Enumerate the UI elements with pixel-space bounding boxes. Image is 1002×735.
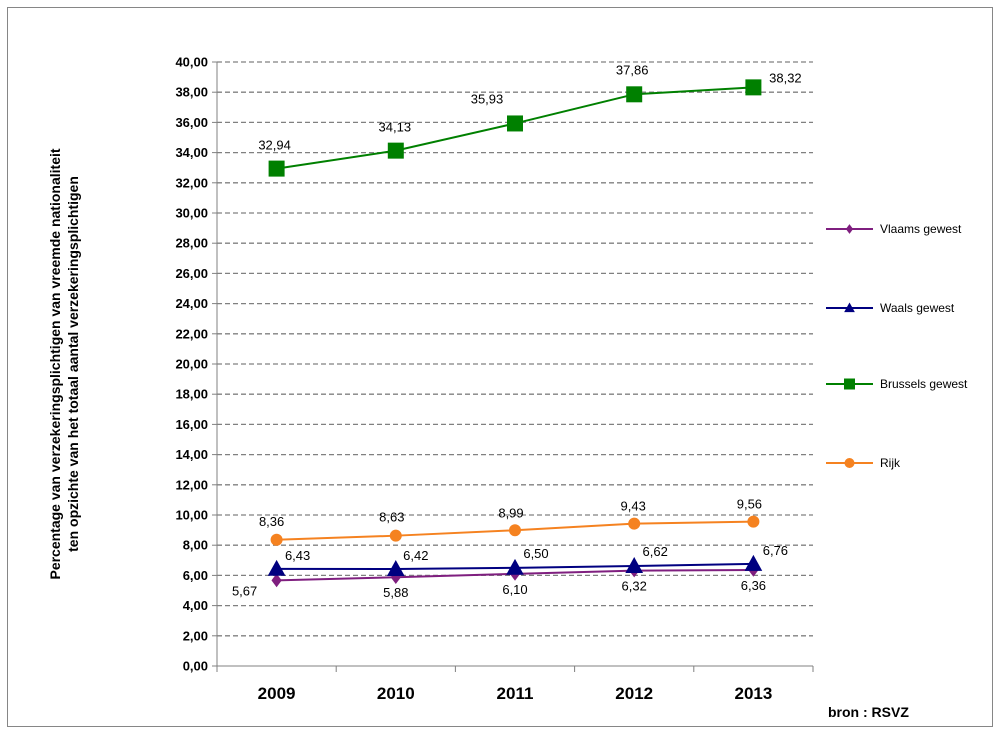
data-point-waals-gewest	[625, 557, 644, 573]
data-label-brussels-gewest: 32,94	[258, 138, 291, 153]
y-tick-label: 40,00	[175, 55, 208, 70]
line-chart: 0,00 2,00 4,00 6,00 8,00 10,00 12,00 14,00 16,00…	[47, 55, 968, 721]
legend-label: Vlaams gewest	[880, 222, 962, 236]
data-point-waals-gewest	[744, 554, 763, 571]
data-label-waals-gewest: 6,50	[523, 546, 548, 561]
data-point-vlaams-gewest	[271, 573, 282, 588]
data-point-brussels-gewest	[268, 160, 285, 177]
data-label-vlaams-gewest: 6,10	[502, 582, 527, 597]
y-tick-label: 14,00	[175, 447, 208, 462]
source-note: bron : RSVZ	[828, 704, 909, 720]
y-axis-label-line-1: Percentage van verzekeringsplichtigen va…	[47, 148, 63, 579]
x-tick-label: 2011	[497, 684, 534, 703]
y-tick-label: 12,00	[175, 477, 208, 492]
data-point-waals-gewest	[386, 560, 405, 576]
legend-item-vlaams-gewest: Vlaams gewest	[826, 222, 962, 236]
y-tick-label: 20,00	[175, 357, 208, 372]
y-tick-label: 30,00	[175, 206, 208, 221]
data-label-vlaams-gewest: 6,32	[622, 579, 647, 594]
chart-frame: 0,00 2,00 4,00 6,00 8,00 10,00 12,00 14,00 16,00…	[7, 7, 993, 727]
y-tick-label: 16,00	[175, 417, 208, 432]
y-tick-label: 28,00	[175, 236, 208, 251]
data-label-rijk: 9,56	[737, 497, 762, 512]
x-tick-label: 2012	[615, 684, 653, 703]
y-tick-label: 22,00	[175, 326, 208, 341]
y-tick-label: 36,00	[175, 115, 208, 130]
y-tick-label: 4,00	[183, 598, 208, 613]
data-label-waals-gewest: 6,42	[403, 548, 428, 563]
y-tick-label: 0,00	[183, 659, 208, 674]
y-tick-label: 2,00	[183, 628, 208, 643]
axes	[212, 61, 814, 672]
data-label-brussels-gewest: 38,32	[769, 70, 802, 85]
y-tick-labels: 0,00 2,00 4,00 6,00 8,00 10,00 12,00 14,00 16,00…	[175, 55, 208, 674]
y-tick-label: 18,00	[175, 387, 208, 402]
y-tick-label: 6,00	[183, 568, 208, 583]
data-label-brussels-gewest: 34,13	[379, 120, 412, 135]
data-labels: 5,67 5,88 6,10 6,32 6,36 6,43 6,42 6,50 6,62 6,76…	[232, 62, 802, 600]
data-label-waals-gewest: 6,76	[763, 543, 788, 558]
data-point-rijk	[747, 515, 760, 528]
legend-marker-square	[844, 378, 855, 390]
x-tick-label: 2010	[377, 684, 415, 703]
legend-marker-circle	[844, 458, 855, 468]
data-point-rijk	[628, 517, 641, 530]
y-axis-label-line-2: ten opzichte van het totaal aantal verze…	[65, 176, 81, 552]
data-point-waals-gewest	[267, 559, 286, 576]
legend-label: Brussels gewest	[880, 377, 968, 391]
legend-label: Rijk	[880, 456, 901, 470]
data-point-brussels-gewest	[626, 86, 643, 103]
data-point-rijk	[509, 524, 521, 537]
data-label-waals-gewest: 6,43	[285, 548, 310, 563]
data-label-vlaams-gewest: 6,36	[741, 578, 766, 593]
data-point-brussels-gewest	[745, 79, 762, 96]
y-tick-label: 10,00	[175, 508, 208, 523]
legend-marker-triangle	[844, 302, 855, 313]
legend-item-waals-gewest: Waals gewest	[826, 301, 955, 315]
data-label-vlaams-gewest: 5,67	[232, 583, 257, 598]
data-label-rijk: 9,43	[621, 499, 646, 514]
data-label-brussels-gewest: 37,86	[616, 62, 649, 77]
data-label-rijk: 8,99	[498, 505, 523, 520]
y-tick-label: 26,00	[175, 266, 208, 281]
y-tick-label: 38,00	[175, 85, 208, 100]
y-tick-label: 34,00	[175, 145, 208, 160]
legend-marker-diamond	[845, 224, 854, 234]
data-point-brussels-gewest	[507, 115, 523, 132]
data-point-waals-gewest	[506, 558, 524, 575]
data-label-brussels-gewest: 35,93	[471, 91, 504, 106]
y-tick-label: 8,00	[183, 538, 208, 553]
data-label-waals-gewest: 6,62	[643, 544, 668, 559]
data-label-rijk: 8,63	[379, 510, 404, 525]
data-label-rijk: 8,36	[259, 514, 284, 529]
y-tick-label: 32,00	[175, 175, 208, 190]
legend-item-rijk: Rijk	[826, 456, 901, 470]
data-point-rijk	[389, 529, 402, 542]
y-tick-label: 24,00	[175, 296, 208, 311]
data-point-rijk	[270, 533, 283, 546]
x-tick-label: 2009	[258, 684, 296, 703]
series	[267, 79, 763, 588]
data-point-brussels-gewest	[387, 142, 404, 159]
x-tick-label: 2013	[734, 684, 772, 703]
legend: Vlaams gewest Waals gewest Brussels gewest…	[826, 222, 968, 470]
data-label-vlaams-gewest: 5,88	[383, 585, 408, 600]
legend-label: Waals gewest	[880, 301, 955, 315]
legend-item-brussels-gewest: Brussels gewest	[826, 377, 968, 391]
x-tick-labels: 2009 2010 2011 2012 2013	[258, 684, 773, 703]
